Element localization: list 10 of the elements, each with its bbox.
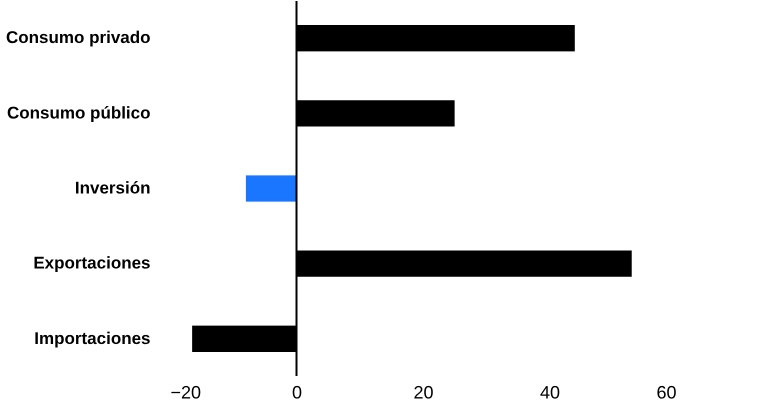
y-tick-label: Consumo público bbox=[6, 103, 150, 122]
y-tick-label: Importaciones bbox=[34, 328, 150, 348]
x-tick-label: 20 bbox=[413, 382, 434, 402]
x-tick-label: 60 bbox=[656, 382, 676, 402]
y-tick-label: Exportaciones bbox=[33, 254, 150, 273]
x-tick-label: −20 bbox=[170, 382, 202, 402]
x-tick-label: 40 bbox=[540, 382, 560, 402]
y-tick-label: Inversión bbox=[74, 178, 150, 198]
y-tick-label: Consumo privado bbox=[6, 28, 150, 48]
x-tick-label: 0 bbox=[292, 382, 302, 402]
